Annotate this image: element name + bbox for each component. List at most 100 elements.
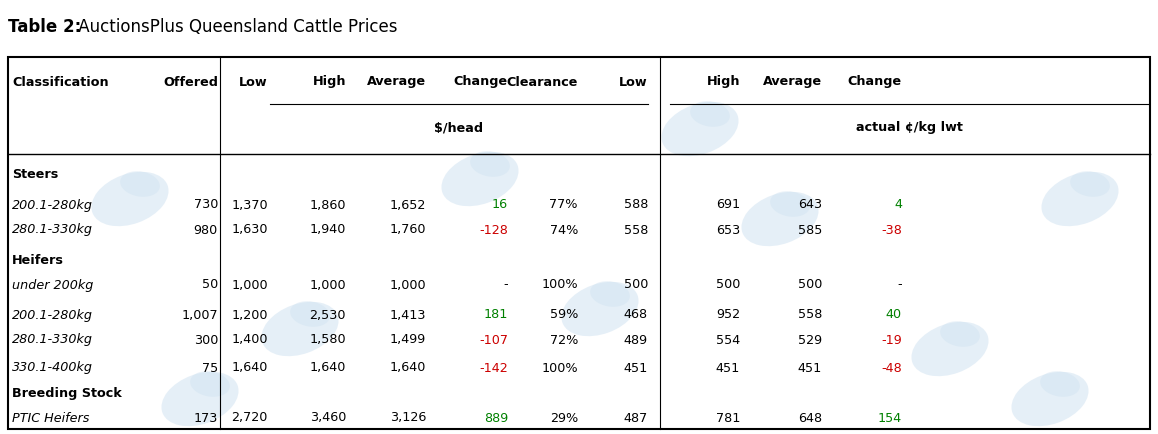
Text: 4: 4 — [894, 198, 902, 211]
Ellipse shape — [120, 172, 160, 197]
Text: actual ¢/kg lwt: actual ¢/kg lwt — [856, 121, 962, 134]
Text: -19: -19 — [881, 333, 902, 346]
Text: 1,499: 1,499 — [390, 333, 426, 346]
Text: 100%: 100% — [542, 278, 578, 291]
Text: 500: 500 — [716, 278, 740, 291]
Text: Average: Average — [763, 76, 822, 88]
Text: 1,200: 1,200 — [232, 308, 267, 321]
Text: 154: 154 — [878, 411, 902, 424]
Text: 16: 16 — [492, 198, 508, 211]
Text: -: - — [897, 278, 902, 291]
Text: 1,640: 1,640 — [389, 361, 426, 374]
Text: 40: 40 — [886, 308, 902, 321]
Text: 643: 643 — [798, 198, 822, 211]
Text: AuctionsPlus Queensland Cattle Prices: AuctionsPlus Queensland Cattle Prices — [73, 18, 397, 36]
Text: 487: 487 — [624, 411, 648, 424]
Text: Change: Change — [454, 76, 508, 88]
Text: 1,940: 1,940 — [309, 223, 346, 236]
Text: 451: 451 — [798, 361, 822, 374]
Text: Offered: Offered — [163, 76, 218, 88]
Text: 952: 952 — [716, 308, 740, 321]
Text: 781: 781 — [716, 411, 740, 424]
Text: 1,630: 1,630 — [232, 223, 267, 236]
Text: 500: 500 — [624, 278, 648, 291]
Ellipse shape — [1070, 172, 1109, 197]
Text: 330.1-400kg: 330.1-400kg — [12, 361, 93, 374]
Text: PTIC Heifers: PTIC Heifers — [12, 411, 89, 424]
Ellipse shape — [190, 372, 229, 397]
Text: Low: Low — [620, 76, 648, 88]
Text: 1,760: 1,760 — [389, 223, 426, 236]
Ellipse shape — [562, 282, 638, 336]
Text: 500: 500 — [798, 278, 822, 291]
Text: 173: 173 — [193, 411, 218, 424]
Text: Steers: Steers — [12, 168, 58, 181]
Text: 558: 558 — [624, 223, 648, 236]
Ellipse shape — [91, 172, 169, 227]
Text: Average: Average — [367, 76, 426, 88]
Ellipse shape — [911, 322, 989, 376]
Text: 1,000: 1,000 — [232, 278, 267, 291]
Text: 1,652: 1,652 — [389, 198, 426, 211]
Text: High: High — [706, 76, 740, 88]
Text: 100%: 100% — [542, 361, 578, 374]
Text: 1,370: 1,370 — [232, 198, 267, 211]
Text: 200.1-280kg: 200.1-280kg — [12, 308, 93, 321]
Text: 585: 585 — [798, 223, 822, 236]
Text: -107: -107 — [479, 333, 508, 346]
Text: 75: 75 — [201, 361, 218, 374]
Text: 980: 980 — [193, 223, 218, 236]
Text: 529: 529 — [798, 333, 822, 346]
Text: 558: 558 — [798, 308, 822, 321]
Ellipse shape — [291, 302, 330, 327]
Text: -128: -128 — [479, 223, 508, 236]
Text: 554: 554 — [716, 333, 740, 346]
Ellipse shape — [1041, 172, 1119, 227]
Ellipse shape — [161, 372, 239, 426]
Text: 1,580: 1,580 — [309, 333, 346, 346]
Ellipse shape — [470, 152, 510, 178]
Text: 889: 889 — [484, 411, 508, 424]
Text: 200.1-280kg: 200.1-280kg — [12, 198, 93, 211]
Text: Heifers: Heifers — [12, 253, 64, 266]
Text: 59%: 59% — [550, 308, 578, 321]
Text: under 200kg: under 200kg — [12, 278, 94, 291]
Text: Change: Change — [848, 76, 902, 88]
Text: 1,413: 1,413 — [389, 308, 426, 321]
Text: 280.1-330kg: 280.1-330kg — [12, 223, 93, 236]
Text: Table 2:: Table 2: — [8, 18, 81, 36]
Text: $/head: $/head — [434, 121, 484, 134]
Text: 1,400: 1,400 — [232, 333, 267, 346]
Ellipse shape — [262, 302, 338, 356]
Ellipse shape — [661, 102, 739, 157]
Text: 181: 181 — [484, 308, 508, 321]
Text: 50: 50 — [201, 278, 218, 291]
Text: -38: -38 — [881, 223, 902, 236]
Ellipse shape — [441, 152, 519, 207]
Text: 300: 300 — [193, 333, 218, 346]
Text: 280.1-330kg: 280.1-330kg — [12, 333, 93, 346]
Text: 468: 468 — [624, 308, 648, 321]
Ellipse shape — [591, 282, 630, 307]
Text: Breeding Stock: Breeding Stock — [12, 386, 122, 398]
Text: 1,640: 1,640 — [232, 361, 267, 374]
Text: -142: -142 — [479, 361, 508, 374]
Text: High: High — [313, 76, 346, 88]
Text: 648: 648 — [798, 411, 822, 424]
Text: 2,530: 2,530 — [309, 308, 346, 321]
Text: 2,720: 2,720 — [232, 411, 267, 424]
Text: Clearance: Clearance — [507, 76, 578, 88]
Text: 730: 730 — [193, 198, 218, 211]
Text: 653: 653 — [716, 223, 740, 236]
Text: 1,640: 1,640 — [309, 361, 346, 374]
Text: 77%: 77% — [550, 198, 578, 211]
Ellipse shape — [741, 192, 819, 247]
Text: 451: 451 — [624, 361, 648, 374]
Text: -48: -48 — [881, 361, 902, 374]
Text: 691: 691 — [716, 198, 740, 211]
Ellipse shape — [1040, 372, 1079, 397]
Text: 588: 588 — [624, 198, 648, 211]
Bar — [8, 58, 1150, 429]
Text: Low: Low — [240, 76, 267, 88]
Text: 74%: 74% — [550, 223, 578, 236]
